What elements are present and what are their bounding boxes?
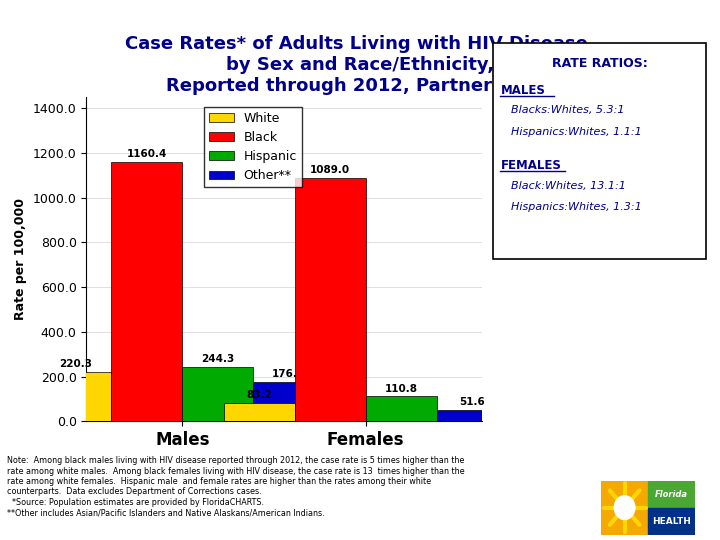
Text: Case Rates* of Adults Living with HIV Disease,
by Sex and Race/Ethnicity,
Report: Case Rates* of Adults Living with HIV Di…	[125, 35, 595, 94]
Bar	[294, 178, 366, 421]
Bar	[112, 162, 182, 421]
Text: Florida: Florida	[655, 490, 688, 498]
Bar	[648, 508, 695, 535]
Text: Blacks:Whites, 5.3:1: Blacks:Whites, 5.3:1	[511, 105, 625, 116]
Text: 1089.0: 1089.0	[310, 165, 351, 175]
Bar	[601, 481, 648, 535]
Text: Hispanics:Whites, 1.1:1: Hispanics:Whites, 1.1:1	[511, 127, 642, 137]
Text: 83.2: 83.2	[246, 390, 272, 400]
Text: HEALTH: HEALTH	[652, 517, 690, 525]
Bar	[366, 396, 436, 421]
Bar	[182, 367, 253, 421]
Bar	[224, 403, 294, 421]
Text: MALES: MALES	[500, 84, 545, 97]
Text: Hispanics:Whites, 1.3:1: Hispanics:Whites, 1.3:1	[511, 202, 642, 213]
Text: 220.3: 220.3	[60, 359, 92, 369]
Text: 1160.4: 1160.4	[127, 149, 167, 159]
Text: Black:Whites, 13.1:1: Black:Whites, 13.1:1	[511, 181, 626, 191]
Text: RATE RATIOS:: RATE RATIOS:	[552, 57, 647, 70]
Text: Note:  Among black males living with HIV disease reported through 2012, the case: Note: Among black males living with HIV …	[7, 456, 465, 517]
Text: FEMALES: FEMALES	[500, 159, 562, 172]
Bar	[40, 372, 112, 421]
Y-axis label: Rate per 100,000: Rate per 100,000	[14, 198, 27, 320]
Text: 110.8: 110.8	[384, 384, 418, 394]
Circle shape	[614, 496, 635, 519]
Legend: White, Black, Hispanic, Other**: White, Black, Hispanic, Other**	[204, 107, 302, 187]
Text: 244.3: 244.3	[201, 354, 234, 364]
Text: 51.6: 51.6	[459, 397, 485, 407]
Bar	[648, 481, 695, 508]
Text: 176.6: 176.6	[272, 369, 305, 379]
Bar	[436, 410, 508, 421]
Bar	[253, 382, 324, 421]
